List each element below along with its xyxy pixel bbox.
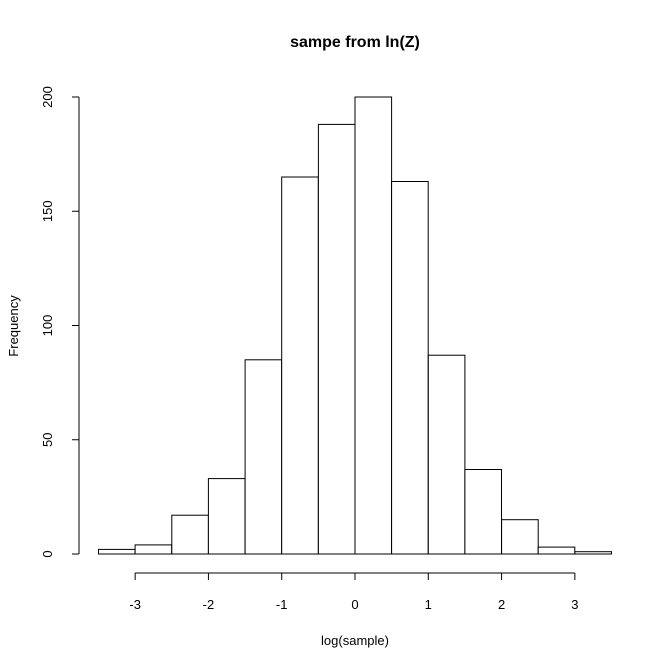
histogram-bar <box>354 96 393 555</box>
x-tick-label: 0 <box>351 597 358 612</box>
x-tick-label: 1 <box>425 597 432 612</box>
y-tick-label: 50 <box>40 433 55 447</box>
x-tick-label: 2 <box>498 597 505 612</box>
x-tick-label: 3 <box>571 597 578 612</box>
histogram-bar <box>537 546 576 555</box>
bars-group <box>98 96 613 555</box>
histogram-bar <box>171 514 209 555</box>
histogram-bar <box>317 123 356 555</box>
x-axis-label: log(sample) <box>321 633 389 648</box>
histogram-bar <box>574 551 613 555</box>
y-tick-label: 100 <box>40 315 55 337</box>
y-tick-label: 0 <box>40 550 55 557</box>
x-axis: -3 -2 -1 0 1 2 3 <box>129 572 578 612</box>
histogram-bar <box>207 478 246 555</box>
x-tick-label: -3 <box>129 597 141 612</box>
chart-title: sampe from ln(Z) <box>290 34 420 51</box>
histogram-bar <box>464 469 502 555</box>
y-tick-label: 150 <box>40 200 55 222</box>
y-axis-label: Frequency <box>6 295 21 357</box>
histogram-bar <box>501 519 539 555</box>
histogram-bar <box>98 548 136 555</box>
histogram-bar <box>391 181 429 555</box>
y-tick-label: 200 <box>40 86 55 108</box>
y-axis: 0 50 100 150 200 <box>40 86 80 558</box>
x-tick-label: -1 <box>276 597 288 612</box>
histogram-bar <box>244 359 283 555</box>
histogram-bar <box>281 176 319 555</box>
x-tick-label: -2 <box>203 597 215 612</box>
histogram-bar <box>134 544 173 555</box>
histogram-bar <box>427 354 466 555</box>
